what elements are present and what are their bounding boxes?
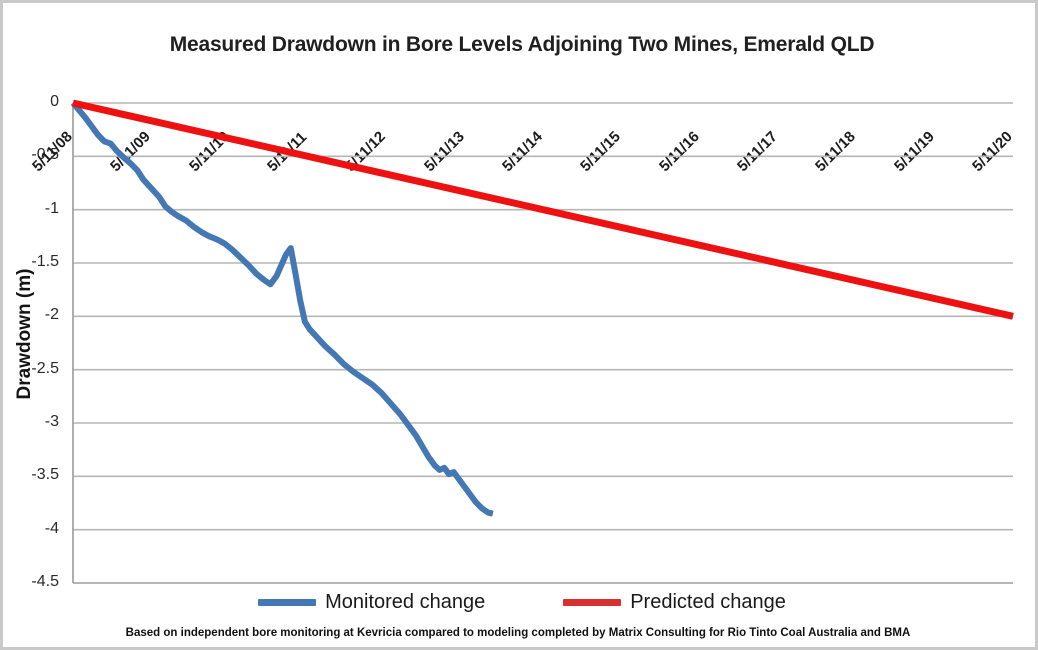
y-axis-tick-label: -1.5 bbox=[31, 253, 59, 270]
y-axis-tick-label: -1 bbox=[44, 199, 59, 217]
data-series-group bbox=[70, 99, 1014, 517]
y-axis-tick-label: -4 bbox=[44, 519, 59, 537]
legend-label: Monitored change bbox=[325, 591, 486, 613]
legend-entry[interactable]: Monitored change bbox=[258, 591, 485, 614]
chart-legend: Monitored change Predicted change bbox=[3, 591, 1035, 614]
y-axis-tick-label: -2 bbox=[44, 306, 59, 324]
y-axis-tick-label: -3 bbox=[44, 413, 59, 430]
legend-color-swatch bbox=[563, 599, 622, 606]
series-line bbox=[72, 99, 1014, 320]
chart-title: Measured Drawdown in Bore Levels Adjoini… bbox=[169, 33, 875, 56]
y-axis-tick-label: -3.5 bbox=[31, 466, 59, 484]
chart-footnote: Based on independent bore monitoring at … bbox=[125, 627, 911, 639]
y-axis-tick-label: -0.5 bbox=[31, 146, 59, 164]
gridlines bbox=[73, 102, 1013, 584]
plot-area bbox=[70, 99, 1014, 584]
y-axis-tick-label: -2.5 bbox=[31, 359, 59, 377]
legend-label: Predicted change bbox=[630, 591, 786, 613]
legend-entry[interactable]: Predicted change bbox=[563, 591, 786, 614]
y-axis-tick-label: 0 bbox=[50, 93, 59, 110]
y-axis-tick-label: -4.5 bbox=[31, 573, 59, 590]
series-line bbox=[70, 101, 494, 517]
legend-color-swatch bbox=[258, 599, 317, 606]
